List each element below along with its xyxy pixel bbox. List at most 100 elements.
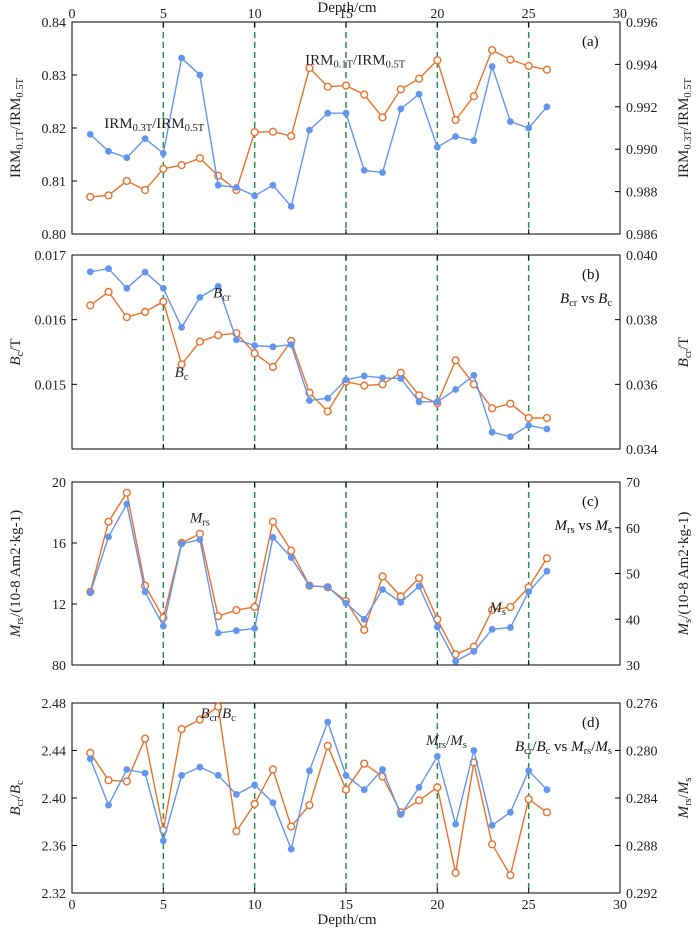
data-point bbox=[396, 368, 405, 377]
data-point bbox=[342, 376, 350, 384]
y-right-tick-label: 60 bbox=[626, 522, 640, 537]
data-point bbox=[360, 759, 369, 768]
data-point bbox=[232, 827, 241, 836]
data-point bbox=[159, 297, 168, 306]
data-point bbox=[233, 627, 240, 635]
data-point bbox=[251, 342, 259, 349]
data-point bbox=[397, 598, 405, 606]
y-right-tick-label: 40 bbox=[626, 613, 640, 628]
data-point bbox=[433, 56, 442, 65]
y-right-axis-title: IRM0.3T​/IRM0.5T​ bbox=[676, 77, 694, 178]
data-point bbox=[414, 573, 424, 583]
y-right-axis-title: Mrs​/Ms​ bbox=[676, 778, 694, 820]
data-point bbox=[105, 801, 112, 809]
data-point bbox=[195, 529, 204, 538]
data-point bbox=[140, 734, 150, 743]
x-tick-label-top: 5 bbox=[160, 7, 167, 22]
data-point bbox=[177, 161, 186, 170]
data-point bbox=[414, 74, 424, 83]
y-right-axis-title: Bcr​/T bbox=[676, 337, 694, 368]
data-point bbox=[86, 755, 94, 763]
data-point bbox=[488, 45, 497, 55]
data-point bbox=[287, 822, 296, 831]
data-point bbox=[470, 137, 478, 145]
data-point bbox=[415, 783, 423, 791]
series-annotation: Bc​ bbox=[175, 365, 189, 383]
series-annotation: Mrs​/Ms​ bbox=[425, 733, 467, 751]
data-point bbox=[488, 428, 496, 436]
panel-tag: (b) bbox=[582, 267, 600, 283]
data-point bbox=[178, 324, 186, 331]
x-tick-label-bottom: 15 bbox=[339, 898, 353, 913]
y-right-axis-title: Ms​/(10-8 Am2·kg-1) bbox=[676, 512, 694, 637]
series-line bbox=[89, 502, 548, 663]
data-point bbox=[287, 341, 295, 348]
data-point bbox=[433, 753, 441, 760]
data-point bbox=[140, 307, 150, 317]
data-point bbox=[123, 766, 131, 773]
data-point bbox=[233, 336, 240, 344]
data-point bbox=[123, 284, 131, 292]
y-right-tick-label: 0.036 bbox=[626, 378, 658, 393]
data-point bbox=[268, 362, 278, 372]
data-point bbox=[214, 772, 222, 779]
data-point bbox=[542, 65, 552, 74]
data-point bbox=[269, 799, 277, 807]
data-point bbox=[86, 589, 94, 597]
series-annotation: Bcr​/Bc​ bbox=[200, 706, 236, 724]
data-point bbox=[214, 283, 222, 290]
data-point bbox=[378, 380, 387, 389]
y-left-axis-title: IRM0.1T​/IRM0.5T​ bbox=[8, 77, 26, 178]
series-line bbox=[89, 705, 548, 878]
data-point bbox=[159, 284, 167, 292]
data-point bbox=[415, 90, 423, 98]
data-point bbox=[506, 399, 515, 408]
data-point bbox=[488, 404, 497, 413]
y-left-tick-label: 0.017 bbox=[35, 249, 67, 264]
panel-d: 0 5 10 15 20 25 30 2.32 2.36 2.40 2.44 2.48 0.292 0.2… bbox=[8, 697, 694, 913]
data-point bbox=[269, 534, 277, 541]
data-point bbox=[524, 61, 533, 71]
y-left-tick-label: 0.016 bbox=[35, 314, 67, 329]
data-point bbox=[341, 81, 351, 90]
data-point bbox=[86, 268, 94, 276]
series-annotation: Ms​ bbox=[488, 600, 506, 618]
data-point bbox=[360, 381, 369, 390]
data-point bbox=[323, 82, 332, 91]
y-right-tick-label: 0.034 bbox=[626, 443, 658, 458]
x-tick-label-top: 0 bbox=[69, 7, 76, 22]
panels: 0 5 10 15 20 25 30 0.80 0.81 0.82 0.83 0.84 0.986 0.9… bbox=[8, 7, 694, 913]
data-point bbox=[433, 783, 442, 792]
data-point bbox=[195, 715, 204, 724]
data-point bbox=[159, 837, 167, 845]
panel-tag: (a) bbox=[582, 34, 599, 50]
data-point bbox=[214, 331, 223, 340]
data-point bbox=[233, 791, 240, 798]
data-point bbox=[104, 191, 113, 200]
y-right-tick-label: 50 bbox=[626, 568, 640, 583]
data-point bbox=[122, 176, 131, 186]
series-line bbox=[89, 290, 547, 419]
y-left-tick-label: 80 bbox=[52, 659, 66, 674]
data-point bbox=[287, 845, 295, 853]
data-point bbox=[250, 602, 259, 612]
panel-b: 0.015 0.016 0.017 0.034 0.036 0.038 0.040 Bc​/T… bbox=[8, 249, 694, 458]
data-point bbox=[469, 92, 478, 101]
y-left-tick-label: 0.82 bbox=[42, 122, 67, 137]
data-point bbox=[379, 374, 386, 382]
data-point bbox=[452, 657, 459, 665]
series-annotation: Bcr​ bbox=[213, 286, 231, 304]
y-right-tick-label: 0.280 bbox=[626, 745, 658, 760]
data-point bbox=[159, 622, 167, 630]
y-right-tick-label: 0.988 bbox=[626, 186, 658, 201]
data-point bbox=[360, 90, 369, 99]
y-left-axis-title: Mrs​/(10-8 Am2·kg-1) bbox=[8, 510, 26, 638]
data-point bbox=[488, 63, 496, 70]
data-point bbox=[122, 777, 131, 786]
y-right-tick-label: 0.292 bbox=[626, 887, 658, 902]
data-point bbox=[269, 343, 277, 351]
y-left-axis-title: Bc​/T bbox=[8, 338, 26, 365]
data-point bbox=[159, 150, 167, 157]
series-line bbox=[90, 267, 548, 438]
